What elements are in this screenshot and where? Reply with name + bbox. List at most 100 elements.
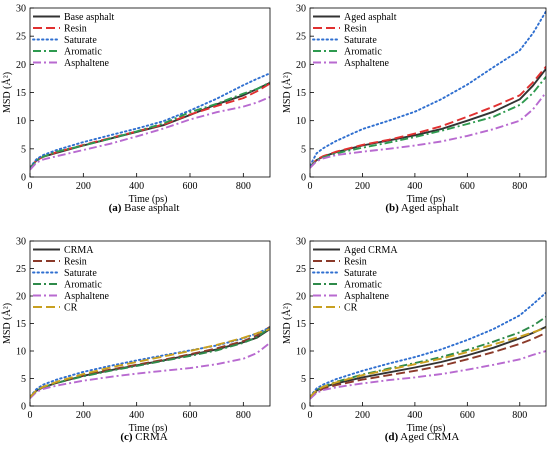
- panel-label: (b): [385, 202, 399, 214]
- legend-entry-label: Resin: [344, 257, 367, 268]
- x-tick-label: 600: [460, 410, 475, 421]
- legend: Aged CRMAResinSaturateAromaticAsphaltene…: [312, 245, 398, 314]
- y-tick-label: 20: [296, 60, 306, 71]
- series-line-cr: [310, 326, 546, 398]
- legend-entry-label: Resin: [344, 24, 367, 35]
- x-tick-label: 800: [512, 181, 527, 192]
- series-line-saturate: [30, 326, 270, 398]
- legend-entry-label: Asphaltene: [64, 58, 110, 69]
- panel-label: (a): [109, 202, 122, 214]
- legend-entry-label: Resin: [64, 257, 87, 268]
- chart-panel-3: 0 5 10 15 20 25 30 0 200 400 600 800 Time (ps) MSD (Å…: [1, 237, 271, 443]
- legend: Base asphaltResinSaturateAromaticAsphalt…: [32, 12, 114, 69]
- y-tick-label: 0: [301, 402, 306, 413]
- panel-caption-text: Base asphalt: [121, 202, 179, 214]
- y-tick-label: 0: [301, 173, 306, 184]
- series-group: [30, 72, 270, 171]
- panel-label: (d): [385, 431, 399, 443]
- panel-caption-text: CRMA: [133, 431, 168, 443]
- y-tick-label: 10: [296, 116, 306, 127]
- y-tick-label: 20: [296, 292, 306, 303]
- x-tick-label: 200: [355, 410, 370, 421]
- x-tick-label: 400: [129, 410, 144, 421]
- x-tick-label: 0: [28, 181, 33, 192]
- legend-entry-label: Base asphalt: [64, 12, 114, 23]
- y-tick-label: 5: [21, 374, 26, 385]
- series-line-crma: [30, 328, 270, 398]
- panel-caption: (b) Aged asphalt: [385, 202, 458, 214]
- legend-entry-label: Aged CRMA: [344, 245, 398, 256]
- x-tick-label: 400: [129, 181, 144, 192]
- legend-entry-label: Saturate: [64, 268, 97, 279]
- legend-entry-label: Aromatic: [344, 280, 382, 291]
- y-tick-label: 30: [16, 4, 26, 15]
- x-tick-label: 400: [407, 181, 422, 192]
- series-line-asphaltene: [30, 96, 270, 171]
- series-group: [30, 326, 270, 399]
- legend-entry-label: Asphaltene: [64, 291, 110, 302]
- y-tick-label: 0: [21, 402, 26, 413]
- chart-panel-4: 0 5 10 15 20 25 30 0 200 400 600 800 Time (ps) MSD (Å…: [281, 237, 547, 443]
- x-axis-label: Time (ps): [129, 423, 168, 434]
- y-tick-label: 10: [296, 347, 306, 358]
- series-group: [310, 10, 546, 169]
- series-line-saturate: [310, 291, 546, 398]
- series-line-resin: [310, 65, 546, 168]
- x-tick-label: 800: [512, 410, 527, 421]
- legend-entry-label: Aromatic: [64, 280, 102, 291]
- y-tick-label: 25: [296, 264, 306, 275]
- y-tick-label: 25: [16, 32, 26, 43]
- legend-entry-label: Asphaltene: [344, 58, 390, 69]
- legend-entry-label: Aromatic: [344, 47, 382, 58]
- x-tick-label: 200: [76, 410, 91, 421]
- x-tick-label: 200: [355, 181, 370, 192]
- series-line-aromatic: [30, 81, 270, 170]
- y-tick-label: 25: [296, 32, 306, 43]
- chart-panel-2: 0 5 10 15 20 25 30 0 200 400 600 800 Time (ps) MSD (Å…: [281, 4, 547, 214]
- y-axis-label: MSD (Å²): [1, 72, 13, 113]
- x-tick-label: 200: [76, 181, 91, 192]
- legend-entry-label: CR: [344, 303, 358, 314]
- panel-caption: (c) CRMA: [120, 431, 167, 443]
- y-tick-label: 10: [16, 347, 26, 358]
- legend-entry-label: Saturate: [64, 35, 97, 46]
- series-line-asphaltene: [310, 350, 546, 400]
- legend-entry-label: CR: [64, 303, 78, 314]
- y-tick-label: 20: [16, 292, 26, 303]
- series-line-saturate: [310, 10, 546, 167]
- y-tick-label: 30: [16, 237, 26, 248]
- series-line-base-asphalt: [30, 82, 270, 169]
- panel-caption: (a) Base asphalt: [109, 202, 180, 214]
- x-axis-label: Time (ps): [129, 194, 168, 205]
- y-tick-label: 5: [21, 144, 26, 155]
- legend-entry-label: Aged asphalt: [344, 12, 397, 23]
- x-axis-label: Time (ps): [407, 423, 446, 434]
- x-tick-label: 400: [407, 410, 422, 421]
- y-tick-label: 10: [16, 116, 26, 127]
- legend-entry-label: CRMA: [64, 245, 94, 256]
- panel-label: (c): [120, 431, 133, 443]
- y-tick-label: 25: [16, 264, 26, 275]
- x-tick-label: 0: [28, 410, 33, 421]
- x-tick-label: 800: [236, 181, 251, 192]
- y-tick-label: 20: [16, 60, 26, 71]
- y-tick-label: 15: [16, 88, 26, 99]
- panel-caption-text: Aged CRMA: [398, 431, 459, 443]
- series-line-asphaltene: [310, 91, 546, 169]
- y-tick-label: 15: [296, 319, 306, 330]
- y-axis-label: MSD (Å²): [281, 72, 293, 113]
- panel-caption-text: Aged asphalt: [399, 202, 459, 214]
- legend: Aged asphaltResinSaturateAromaticAsphalt…: [312, 12, 397, 69]
- y-tick-label: 5: [301, 374, 306, 385]
- panel-caption: (d) Aged CRMA: [385, 431, 460, 443]
- legend-entry-label: Saturate: [344, 268, 377, 279]
- series-line-aromatic: [310, 76, 546, 169]
- series-group: [310, 291, 546, 400]
- legend-entry-label: Resin: [64, 24, 87, 35]
- y-axis-label: MSD (Å²): [281, 303, 293, 344]
- y-tick-label: 15: [296, 88, 306, 99]
- x-tick-label: 800: [236, 410, 251, 421]
- legend-entry-label: Aromatic: [64, 47, 102, 58]
